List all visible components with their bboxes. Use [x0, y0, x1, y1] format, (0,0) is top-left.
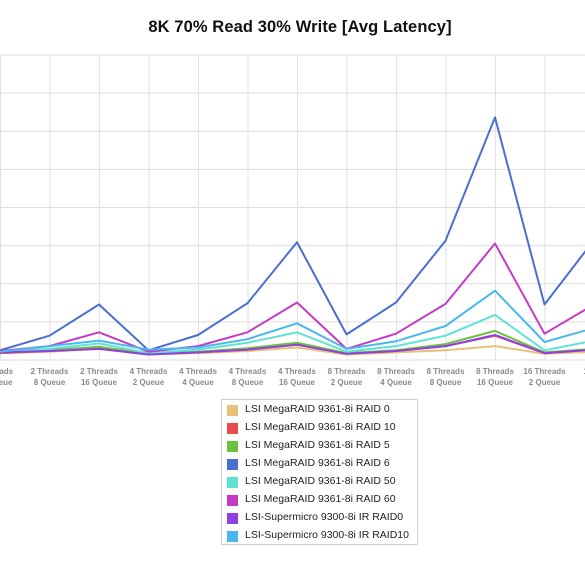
legend-swatch: [227, 459, 238, 470]
legend-item[interactable]: LSI MegaRAID 9361-8i RAID 10: [222, 419, 417, 437]
legend-swatch: [227, 405, 238, 416]
series-lines: [0, 116, 585, 356]
x-tick-label: 2 Threads 16 Queue: [80, 367, 118, 387]
x-tick-label: 8 Threads 4 Queue: [377, 367, 415, 387]
legend-item[interactable]: LSI MegaRAID 9361-8i RAID 60: [222, 491, 417, 509]
legend-label: LSI MegaRAID 9361-8i RAID 50: [245, 475, 396, 487]
legend-label: LSI MegaRAID 9361-8i RAID 6: [245, 457, 390, 469]
x-tick-label: 4 Threads 2 Queue: [130, 367, 168, 387]
series-line: [0, 289, 585, 353]
legend-swatch: [227, 477, 238, 488]
x-tick-label: 16 Threads 2 Queue: [523, 367, 566, 387]
x-tick-label: 8 Threads 8 Queue: [427, 367, 465, 387]
legend-label: LSI MegaRAID 9361-8i RAID 0: [245, 403, 390, 415]
legend-item[interactable]: LSI MegaRAID 9361-8i RAID 6: [222, 455, 417, 473]
series-line: [0, 116, 585, 352]
legend-label: LSI-Supermicro 9300-8i IR RAID10: [245, 529, 409, 541]
legend-swatch: [227, 423, 238, 434]
series-line: [0, 313, 585, 355]
series-line: [0, 242, 585, 353]
x-tick-label: 8 Threads 16 Queue: [476, 367, 514, 387]
series-line: [0, 334, 585, 356]
x-tick-label: hreadsQueue: [0, 367, 14, 387]
legend-swatch: [227, 495, 238, 506]
chart-title: 8K 70% Read 30% Write [Avg Latency]: [148, 18, 452, 36]
x-tick-label: 4 Threads 8 Queue: [229, 367, 267, 387]
x-tick-label: 16 Th4 Q: [584, 367, 585, 387]
legend-label: LSI MegaRAID 9361-8i RAID 60: [245, 493, 396, 505]
legend-item[interactable]: LSI MegaRAID 9361-8i RAID 0: [222, 401, 417, 419]
legend-label: LSI MegaRAID 9361-8i RAID 10: [245, 421, 396, 433]
x-tick-label: 8 Threads 2 Queue: [328, 367, 366, 387]
legend-swatch: [227, 531, 238, 542]
x-tick-label: 2 Threads 8 Queue: [31, 367, 69, 387]
legend-label: LSI-Supermicro 9300-8i IR RAID0: [245, 511, 404, 523]
legend: LSI MegaRAID 9361-8i RAID 0 LSI MegaRAID …: [221, 399, 418, 545]
series-line: [0, 329, 585, 355]
legend-swatch: [227, 513, 238, 524]
legend-item[interactable]: LSI MegaRAID 9361-8i RAID 50: [222, 473, 417, 491]
legend-label: LSI MegaRAID 9361-8i RAID 5: [245, 439, 390, 451]
legend-item[interactable]: LSI-Supermicro 9300-8i IR RAID0: [222, 509, 417, 527]
x-tick-label: 4 Threads 16 Queue: [278, 367, 316, 387]
legend-item[interactable]: LSI MegaRAID 9361-8i RAID 5: [222, 437, 417, 455]
legend-item[interactable]: LSI-Supermicro 9300-8i IR RAID10: [222, 527, 417, 545]
legend-swatch: [227, 441, 238, 452]
x-tick-label: 4 Threads 4 Queue: [179, 367, 217, 387]
grid-lines: [0, 54, 585, 361]
